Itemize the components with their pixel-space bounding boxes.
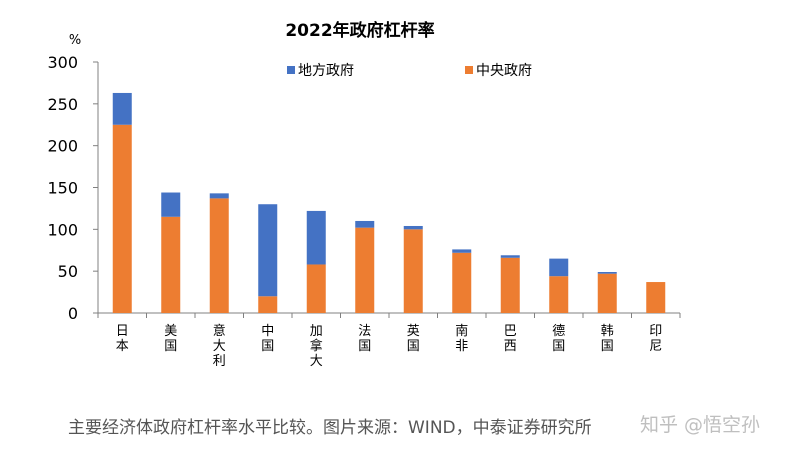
x-axis: 日本 美国 意大利 中国 加拿大 法国 英国 南非 巴西 德国 韩国 印尼 <box>97 312 681 369</box>
chart-title: 2022年政府杠杆率 <box>285 20 434 41</box>
x-tick-label: 美国 <box>164 324 177 354</box>
x-tick-label: 德国 <box>552 324 565 354</box>
x-tick-label: 法国 <box>358 324 371 354</box>
bar-segment-central <box>403 229 423 313</box>
bar-segment-central <box>646 282 666 313</box>
y-tick-label: 200 <box>47 137 78 156</box>
bar-segment-local <box>209 193 229 199</box>
bar-segment-local <box>500 255 520 258</box>
legend-label: 地方政府 <box>298 63 354 79</box>
y-axis-unit: % <box>69 33 81 48</box>
bar-segment-central <box>355 227 375 313</box>
watermark: 知乎 @悟空孙 <box>640 414 761 436</box>
chart-svg: 2022年政府杠杆率 % 地方政府 中央政府 0 50 100 150 200 250 300… <box>47 20 681 369</box>
bar-segment-local <box>452 249 472 253</box>
x-tick-label: 日本 <box>116 324 129 354</box>
chart: 2022年政府杠杆率 % 地方政府 中央政府 0 50 100 150 200 250 300… <box>47 20 681 369</box>
bar-segment-local <box>258 204 278 297</box>
y-tick-label: 50 <box>58 262 78 281</box>
y-tick-label: 300 <box>47 53 78 72</box>
bar-segment-central <box>112 124 132 313</box>
legend: 地方政府 中央政府 <box>287 63 532 79</box>
bar-segment-central <box>209 198 229 313</box>
bar-segment-local <box>549 258 569 277</box>
legend-swatch <box>465 66 473 74</box>
bar-segment-local <box>306 210 326 265</box>
legend-swatch <box>287 66 295 74</box>
x-tick-label: 印尼 <box>649 324 662 354</box>
figure-caption: 主要经济体政府杠杆率水平比较。图片来源：WIND，中泰证券研究所 <box>68 418 592 438</box>
bar-segment-local <box>403 225 423 230</box>
y-tick-label: 100 <box>47 220 78 239</box>
bar-segment-central <box>258 296 278 313</box>
bar-segment-central <box>161 216 181 313</box>
x-tick-label: 意大利 <box>213 323 226 369</box>
x-tick-label: 巴西 <box>504 324 517 354</box>
bar-segment-central <box>306 264 326 313</box>
y-axis: 0 50 100 150 200 250 300 <box>47 53 99 323</box>
bar-segment-local <box>112 92 132 125</box>
x-tick-label: 英国 <box>407 324 420 354</box>
y-tick-label: 250 <box>47 95 78 114</box>
y-tick-label: 150 <box>47 179 78 198</box>
x-tick-label: 南非 <box>455 323 468 354</box>
x-tick-label: 韩国 <box>601 324 614 354</box>
bars <box>112 92 666 313</box>
bar-segment-central <box>452 252 472 313</box>
bar-segment-local <box>597 272 617 274</box>
bar-segment-local <box>355 220 375 228</box>
y-tick-label: 0 <box>68 304 78 323</box>
bar-segment-central <box>549 276 569 313</box>
x-tick-label: 加拿大 <box>310 324 323 369</box>
bar-segment-central <box>500 257 520 313</box>
bar-segment-central <box>597 273 617 313</box>
bar-segment-local <box>161 192 181 217</box>
x-tick-label: 中国 <box>261 324 274 354</box>
legend-label: 中央政府 <box>476 63 532 79</box>
